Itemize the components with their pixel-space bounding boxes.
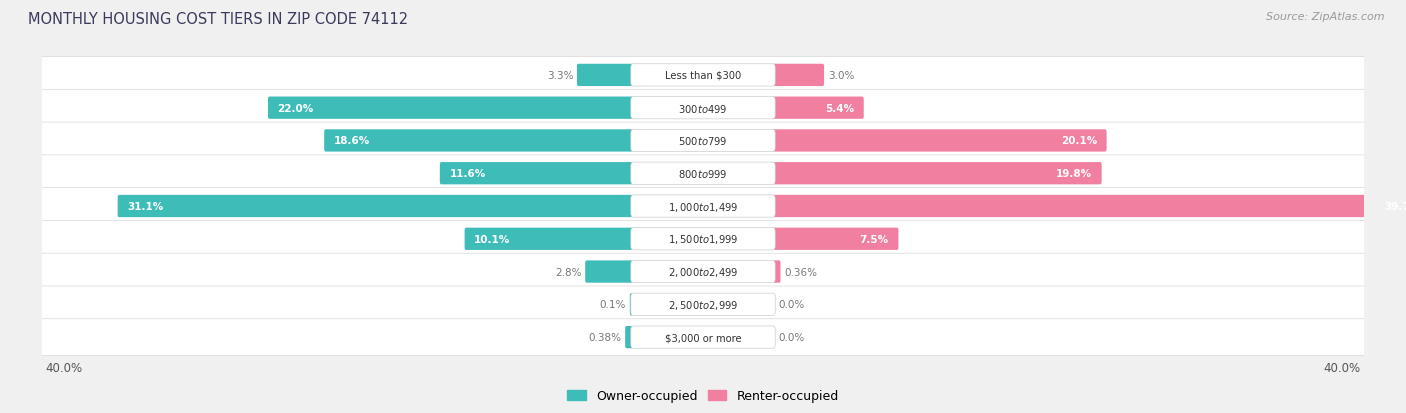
Text: 0.1%: 0.1% bbox=[600, 299, 626, 310]
FancyBboxPatch shape bbox=[631, 228, 775, 250]
Text: 0.38%: 0.38% bbox=[589, 332, 621, 342]
FancyBboxPatch shape bbox=[39, 123, 1367, 159]
FancyBboxPatch shape bbox=[772, 130, 1107, 152]
FancyBboxPatch shape bbox=[772, 228, 898, 250]
FancyBboxPatch shape bbox=[269, 97, 634, 119]
Text: 20.1%: 20.1% bbox=[1060, 136, 1097, 146]
Text: $3,000 or more: $3,000 or more bbox=[665, 332, 741, 342]
Text: 11.6%: 11.6% bbox=[450, 169, 485, 179]
Text: $1,000 to $1,499: $1,000 to $1,499 bbox=[668, 200, 738, 213]
Text: 40.0%: 40.0% bbox=[1323, 361, 1361, 374]
Text: 5.4%: 5.4% bbox=[825, 103, 855, 114]
FancyBboxPatch shape bbox=[631, 64, 775, 87]
FancyBboxPatch shape bbox=[118, 195, 634, 218]
FancyBboxPatch shape bbox=[631, 294, 775, 316]
Text: 0.36%: 0.36% bbox=[785, 267, 817, 277]
FancyBboxPatch shape bbox=[39, 188, 1367, 225]
FancyBboxPatch shape bbox=[585, 261, 634, 283]
FancyBboxPatch shape bbox=[39, 57, 1367, 94]
FancyBboxPatch shape bbox=[631, 261, 775, 283]
Text: Source: ZipAtlas.com: Source: ZipAtlas.com bbox=[1267, 12, 1385, 22]
FancyBboxPatch shape bbox=[630, 294, 634, 316]
Text: 18.6%: 18.6% bbox=[333, 136, 370, 146]
Text: 39.7%: 39.7% bbox=[1385, 202, 1406, 211]
Text: 2.8%: 2.8% bbox=[555, 267, 582, 277]
FancyBboxPatch shape bbox=[440, 163, 634, 185]
Text: $300 to $499: $300 to $499 bbox=[678, 102, 728, 114]
FancyBboxPatch shape bbox=[772, 195, 1406, 218]
Text: 0.0%: 0.0% bbox=[778, 332, 804, 342]
FancyBboxPatch shape bbox=[772, 163, 1102, 185]
Text: $800 to $999: $800 to $999 bbox=[678, 168, 728, 180]
FancyBboxPatch shape bbox=[772, 261, 780, 283]
FancyBboxPatch shape bbox=[464, 228, 634, 250]
Text: 22.0%: 22.0% bbox=[277, 103, 314, 114]
FancyBboxPatch shape bbox=[626, 326, 634, 349]
FancyBboxPatch shape bbox=[39, 156, 1367, 192]
FancyBboxPatch shape bbox=[325, 130, 634, 152]
FancyBboxPatch shape bbox=[631, 195, 775, 218]
Text: 19.8%: 19.8% bbox=[1056, 169, 1092, 179]
Text: 40.0%: 40.0% bbox=[45, 361, 83, 374]
FancyBboxPatch shape bbox=[631, 326, 775, 349]
FancyBboxPatch shape bbox=[39, 319, 1367, 356]
Text: $1,500 to $1,999: $1,500 to $1,999 bbox=[668, 233, 738, 246]
Text: 31.1%: 31.1% bbox=[128, 202, 163, 211]
Text: $500 to $799: $500 to $799 bbox=[678, 135, 728, 147]
Text: $2,000 to $2,499: $2,000 to $2,499 bbox=[668, 266, 738, 278]
FancyBboxPatch shape bbox=[39, 90, 1367, 127]
Text: 3.3%: 3.3% bbox=[547, 71, 574, 81]
Text: 3.0%: 3.0% bbox=[828, 71, 853, 81]
FancyBboxPatch shape bbox=[631, 130, 775, 152]
FancyBboxPatch shape bbox=[631, 97, 775, 119]
FancyBboxPatch shape bbox=[772, 97, 863, 119]
Text: 7.5%: 7.5% bbox=[859, 234, 889, 244]
Text: Less than $300: Less than $300 bbox=[665, 71, 741, 81]
FancyBboxPatch shape bbox=[39, 221, 1367, 258]
Text: $2,500 to $2,999: $2,500 to $2,999 bbox=[668, 298, 738, 311]
FancyBboxPatch shape bbox=[772, 64, 824, 87]
FancyBboxPatch shape bbox=[39, 286, 1367, 323]
FancyBboxPatch shape bbox=[39, 254, 1367, 290]
Text: 10.1%: 10.1% bbox=[474, 234, 510, 244]
Legend: Owner-occupied, Renter-occupied: Owner-occupied, Renter-occupied bbox=[562, 385, 844, 408]
Text: MONTHLY HOUSING COST TIERS IN ZIP CODE 74112: MONTHLY HOUSING COST TIERS IN ZIP CODE 7… bbox=[28, 12, 408, 27]
FancyBboxPatch shape bbox=[576, 64, 634, 87]
FancyBboxPatch shape bbox=[631, 163, 775, 185]
Text: 0.0%: 0.0% bbox=[778, 299, 804, 310]
